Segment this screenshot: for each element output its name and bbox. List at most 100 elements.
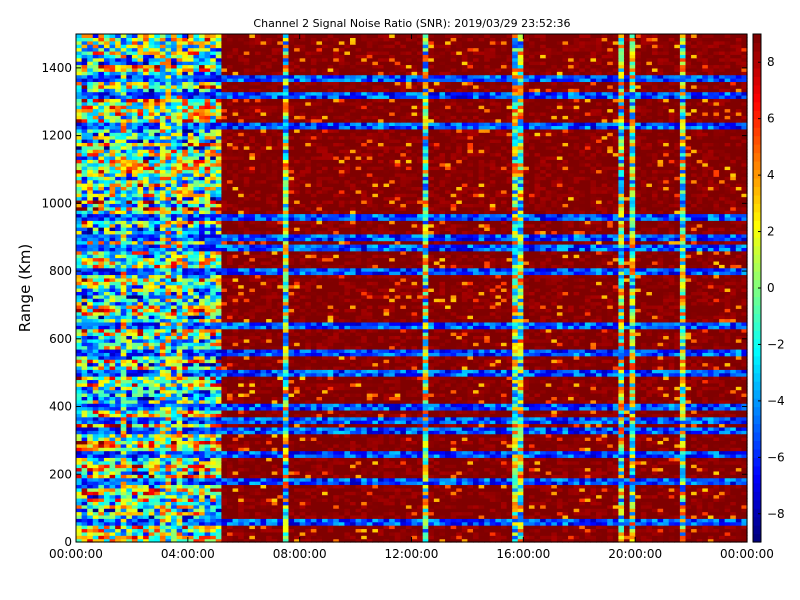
heatmap-cell [640,504,647,509]
heatmap-cell [495,504,502,509]
heatmap-cell [713,511,720,516]
heatmap-cell [92,531,99,536]
heatmap-cell [81,508,88,513]
heatmap-cell [143,538,150,543]
heatmap-cell [612,514,619,519]
chart-title: Channel 2 Signal Noise Ratio (SNR): 2019… [253,17,570,30]
heatmap-cell [400,538,407,543]
heatmap-cell [473,538,480,543]
heatmap-cell [545,521,552,526]
heatmap-cell [159,508,167,513]
heatmap-cell [126,514,133,519]
heatmap-cell [98,521,105,526]
heatmap-cell [545,531,552,536]
heatmap-cell [456,531,463,536]
heatmap-cell [199,518,206,523]
heatmap-cell [333,535,340,540]
heatmap-cell [696,521,703,526]
heatmap-cell [685,535,692,540]
heatmap-cell [193,538,200,543]
heatmap-cell [663,538,670,543]
heatmap-cell [657,504,664,509]
heatmap-cell [115,504,122,509]
heatmap-cell [590,531,597,536]
heatmap-cell [691,504,698,509]
heatmap-cell [461,535,469,540]
heatmap-cell [484,504,491,509]
heatmap-cell [126,538,133,543]
heatmap-cell [623,511,631,516]
heatmap-cell [316,504,323,509]
heatmap-cell [596,504,603,509]
heatmap-cell [596,535,603,540]
heatmap-cell [165,504,172,509]
heatmap-cell [551,508,558,513]
heatmap-cell [568,531,575,536]
heatmap-cell [556,508,564,513]
heatmap-cell [159,504,167,509]
heatmap-cell [131,518,139,523]
heatmap-cell [204,521,211,526]
heatmap-cell [584,531,592,536]
heatmap-cell [618,508,625,513]
heatmap-cell [461,514,469,519]
heatmap-cell [210,504,217,509]
heatmap-cell [456,514,463,519]
heatmap-cell [372,521,379,526]
heatmap-cell [316,538,323,543]
heatmap-cell [411,514,418,519]
heatmap-cell [405,508,413,513]
heatmap-cell [131,525,139,530]
heatmap-cell [76,518,83,523]
heatmap-cell [131,511,139,516]
heatmap-cell [288,508,295,513]
heatmap-cell [76,521,83,526]
heatmap-cell [148,511,155,516]
heatmap-cell [467,521,474,526]
heatmap-cell [439,508,446,513]
heatmap-cell [215,511,222,516]
heatmap-cell [506,528,513,533]
heatmap-cell [366,504,373,509]
heatmap-cell [294,514,301,519]
heatmap-cell [534,514,541,519]
heatmap-cell [668,521,675,526]
heatmap-cell [137,514,144,519]
heatmap-cell [473,525,480,530]
heatmap-cell [467,528,474,533]
heatmap-cell [159,525,167,530]
heatmap-cell [523,538,530,543]
heatmap-cell [484,528,491,533]
heatmap-cell [685,521,692,526]
heatmap-cell [433,521,441,526]
heatmap-cell [528,528,536,533]
heatmap-cell [249,508,256,513]
heatmap-cell [344,508,351,513]
heatmap-cell [456,511,463,516]
y-axis-label: Range (Km) [16,244,34,332]
heatmap-cell [238,511,245,516]
heatmap-cell [601,514,608,519]
heatmap-cell [366,525,373,530]
heatmap-cell [556,504,564,509]
heatmap-cell [338,511,345,516]
heatmap-cell [322,535,329,540]
heatmap-cell [349,521,357,526]
heatmap-cell [663,528,670,533]
heatmap-cell [422,528,429,533]
heatmap-cell [433,518,441,523]
heatmap-cell [489,535,496,540]
heatmap-cell [478,535,485,540]
heatmap-cell [92,514,99,519]
heatmap-cell [405,525,413,530]
heatmap-cell [159,538,167,543]
heatmap-cell [685,528,692,533]
heatmap-cell [433,538,441,543]
heatmap-cell [277,508,284,513]
heatmap-cell [288,528,295,533]
heatmap-cell [87,508,94,513]
heatmap-cell [635,535,642,540]
heatmap-cell [120,511,127,516]
heatmap-cell [243,535,250,540]
heatmap-cell [277,504,284,509]
